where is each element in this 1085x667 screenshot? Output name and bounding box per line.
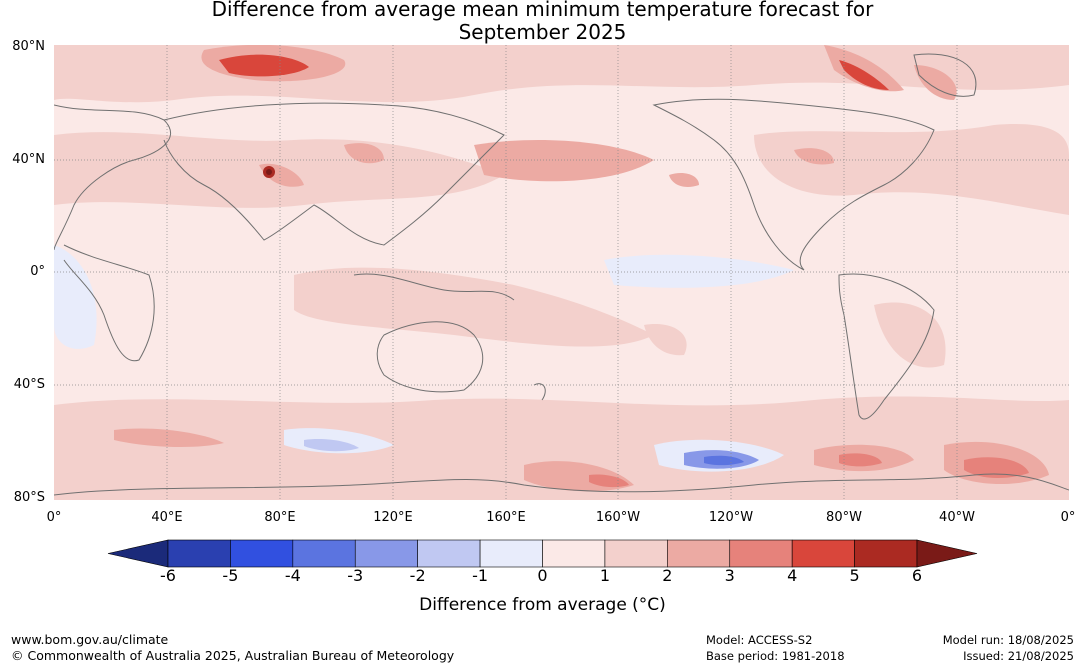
anomaly-region [824, 45, 904, 92]
colorbar-cell [604, 539, 668, 568]
graticule [54, 45, 1069, 500]
map-title-line-2: September 2025 [458, 20, 627, 44]
colorbar-tick-label: 0 [537, 566, 548, 585]
anomaly-region [219, 54, 309, 77]
anomaly-region [964, 457, 1029, 479]
lon-label-120w: 120°W [708, 510, 754, 525]
coastline [63, 244, 155, 362]
lon-label-80w: 80°W [826, 510, 862, 525]
anomaly-region [474, 140, 654, 182]
lat-label-80s: 80°S [13, 490, 45, 505]
colorbar-cell [542, 539, 606, 568]
lon-label-40e: 40°E [151, 510, 183, 525]
footer-model: Model: ACCESS-S2 [706, 633, 813, 647]
anomaly-region [644, 324, 687, 356]
anomaly-region [304, 438, 359, 452]
coastline [652, 98, 935, 271]
anomaly-field [54, 45, 1069, 500]
coastline [54, 473, 1069, 496]
coastline [913, 53, 977, 97]
colorbar-cells [107, 539, 978, 568]
lat-label-80n: 80°N [12, 39, 45, 54]
coastline [353, 273, 515, 301]
lon-label-0: 0° [46, 510, 62, 525]
colorbar-tick-label: 5 [849, 566, 860, 585]
anomaly-region [54, 396, 1069, 500]
map-title-line-1: Difference from average mean minimum tem… [211, 0, 874, 21]
colorbar-extend-high [916, 539, 978, 568]
colorbar-tick-label: 6 [911, 566, 923, 585]
coastline [838, 273, 935, 420]
anomaly-region [294, 267, 654, 347]
anomaly-region [54, 245, 97, 349]
coastline [163, 102, 505, 246]
anomaly-region [914, 65, 957, 100]
lon-label-160w: 160°W [595, 510, 641, 525]
coastline [533, 383, 546, 401]
colorbar-tick-label: 2 [662, 566, 673, 585]
lat-label-40n: 40°N [12, 152, 45, 167]
colorbar-cell [729, 539, 793, 568]
colorbar-cell [791, 539, 855, 568]
forecast-map [54, 45, 1069, 500]
colorbar-cell [854, 539, 918, 568]
lon-label-160e: 160°E [486, 510, 526, 525]
anomaly-region [839, 453, 882, 467]
colorbar-tick-label: -5 [222, 566, 239, 585]
colorbar-extend-low [107, 539, 169, 568]
anomaly-region [589, 474, 629, 488]
lat-label-0: 0° [30, 264, 45, 279]
colorbar-tick-label: -4 [284, 566, 301, 585]
colorbar-tick-label: -3 [347, 566, 364, 585]
footer-website: www.bom.gov.au/climate [11, 632, 169, 647]
lon-label-0-east: 0° [1060, 510, 1076, 525]
lon-label-80e: 80°E [264, 510, 296, 525]
anomaly-region [704, 455, 744, 466]
coastline [376, 321, 484, 393]
colorbar-cell [667, 539, 731, 568]
anomaly-region [754, 124, 1069, 215]
colorbar-tick-label: 1 [599, 566, 610, 585]
footer-model-run: Model run: 18/08/2025 [942, 633, 1074, 647]
colorbar-cell [479, 539, 543, 568]
colorbar-title: Difference from average (°C) [419, 595, 666, 615]
colorbar-cell [354, 539, 418, 568]
lon-label-40w: 40°W [939, 510, 975, 525]
anomaly-region [114, 428, 224, 447]
colorbar-tick-label: -6 [160, 566, 176, 585]
colorbar-cell [292, 539, 356, 568]
coastlines [54, 53, 1069, 496]
footer-base-period: Base period: 1981-2018 [706, 649, 845, 663]
colorbar-tick-label: -1 [472, 566, 489, 585]
anomaly-region [669, 173, 699, 187]
coastline [54, 104, 171, 251]
anomaly-region [604, 254, 794, 288]
anomaly-region [839, 60, 889, 90]
colorbar-cell [417, 539, 481, 568]
colorbar-tick-label: -2 [409, 566, 426, 585]
anomaly-region [874, 302, 946, 368]
anomaly-region [794, 148, 834, 165]
lat-label-40s: 40°S [13, 377, 45, 392]
colorbar-cell [230, 539, 294, 568]
colorbar-tick-label: 4 [787, 566, 798, 585]
lon-label-120e: 120°E [373, 510, 413, 525]
colorbar [107, 539, 978, 568]
anomaly-hotspot [266, 169, 272, 175]
footer-issued: Issued: 21/08/2025 [963, 649, 1074, 663]
colorbar-tick-label: 3 [724, 566, 735, 585]
colorbar-cell [167, 539, 231, 568]
anomaly-region [344, 143, 384, 164]
footer-copyright: © Commonwealth of Australia 2025, Austra… [11, 648, 455, 663]
